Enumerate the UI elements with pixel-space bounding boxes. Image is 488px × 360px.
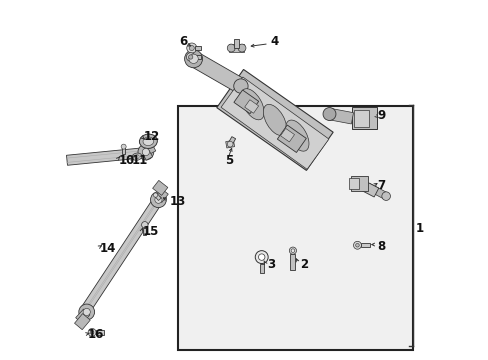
- Polygon shape: [356, 179, 378, 197]
- Circle shape: [138, 144, 153, 160]
- Bar: [352, 107, 376, 130]
- Text: 9: 9: [376, 109, 385, 122]
- Circle shape: [79, 304, 94, 320]
- Bar: [229, 44, 244, 52]
- Bar: [178, 107, 412, 350]
- Circle shape: [90, 330, 94, 334]
- Bar: [244, 100, 258, 113]
- Polygon shape: [366, 183, 387, 199]
- Circle shape: [188, 55, 192, 59]
- Text: 14: 14: [99, 242, 115, 255]
- Circle shape: [233, 79, 247, 93]
- Circle shape: [83, 309, 90, 316]
- Ellipse shape: [142, 137, 153, 145]
- Polygon shape: [142, 150, 152, 160]
- Circle shape: [188, 54, 198, 63]
- Polygon shape: [66, 148, 141, 165]
- Bar: [350, 176, 367, 191]
- Polygon shape: [76, 309, 90, 324]
- Polygon shape: [195, 46, 201, 50]
- Polygon shape: [144, 145, 156, 155]
- Circle shape: [153, 193, 158, 197]
- Polygon shape: [228, 137, 235, 145]
- Text: 15: 15: [142, 225, 158, 238]
- Circle shape: [227, 44, 235, 52]
- Polygon shape: [221, 77, 328, 169]
- Circle shape: [142, 222, 148, 228]
- Ellipse shape: [263, 104, 286, 135]
- Circle shape: [355, 243, 359, 247]
- Text: 12: 12: [143, 130, 159, 144]
- Polygon shape: [233, 39, 239, 48]
- Polygon shape: [81, 199, 161, 314]
- Text: 16: 16: [87, 328, 103, 341]
- Polygon shape: [260, 264, 263, 273]
- Bar: [348, 178, 358, 189]
- Polygon shape: [155, 189, 168, 202]
- Text: 11: 11: [131, 154, 147, 167]
- Circle shape: [135, 154, 139, 159]
- Polygon shape: [216, 69, 332, 170]
- Polygon shape: [195, 55, 201, 59]
- Bar: [233, 90, 258, 114]
- Bar: [152, 180, 167, 195]
- Polygon shape: [143, 228, 146, 235]
- Ellipse shape: [132, 153, 142, 160]
- Text: 10: 10: [118, 154, 134, 167]
- Polygon shape: [361, 243, 369, 247]
- Text: 5: 5: [224, 154, 233, 167]
- Polygon shape: [96, 330, 104, 334]
- Circle shape: [142, 148, 149, 156]
- Text: 4: 4: [270, 35, 278, 49]
- Circle shape: [150, 192, 166, 208]
- Bar: [74, 314, 90, 330]
- Polygon shape: [290, 253, 295, 270]
- Polygon shape: [328, 108, 353, 124]
- Circle shape: [289, 247, 296, 254]
- Circle shape: [238, 44, 245, 52]
- Text: 2: 2: [300, 258, 307, 271]
- Polygon shape: [122, 147, 125, 154]
- Circle shape: [381, 192, 389, 201]
- Bar: [280, 129, 294, 142]
- Circle shape: [290, 249, 294, 252]
- Polygon shape: [189, 52, 244, 93]
- Circle shape: [121, 144, 126, 149]
- Circle shape: [88, 328, 96, 336]
- Bar: [154, 193, 161, 201]
- Circle shape: [353, 241, 361, 249]
- Ellipse shape: [139, 134, 157, 148]
- Circle shape: [186, 43, 196, 53]
- Text: 8: 8: [376, 240, 385, 253]
- Ellipse shape: [241, 89, 264, 120]
- Text: 6: 6: [179, 35, 187, 49]
- Circle shape: [227, 141, 233, 147]
- Text: 13: 13: [169, 195, 185, 208]
- Circle shape: [323, 108, 335, 121]
- Text: 1: 1: [415, 222, 423, 235]
- Circle shape: [255, 251, 267, 264]
- Text: 3: 3: [266, 258, 274, 271]
- Bar: [277, 125, 305, 153]
- Circle shape: [258, 254, 264, 260]
- Text: 7: 7: [376, 179, 385, 192]
- Ellipse shape: [285, 120, 308, 151]
- Circle shape: [184, 50, 202, 68]
- Circle shape: [186, 53, 195, 61]
- Bar: [225, 140, 234, 148]
- Bar: [353, 110, 368, 127]
- Circle shape: [189, 45, 194, 50]
- Circle shape: [155, 196, 162, 203]
